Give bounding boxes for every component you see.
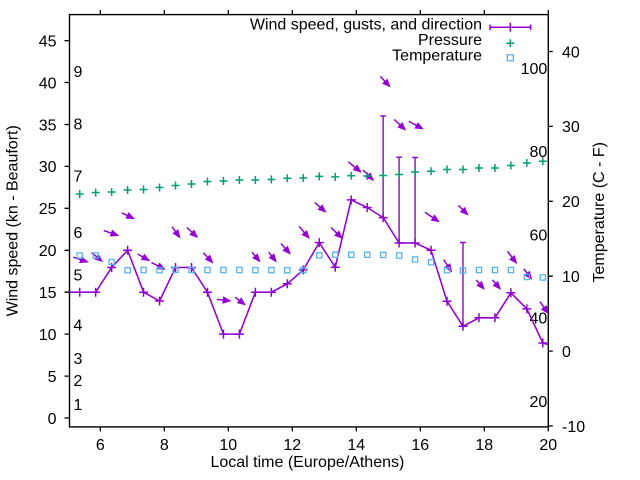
svg-text:7: 7 [74, 168, 83, 185]
svg-text:30: 30 [562, 119, 580, 136]
svg-text:10: 10 [562, 269, 580, 286]
svg-text:Local time (Europe/Athens): Local time (Europe/Athens) [210, 454, 404, 471]
svg-text:80: 80 [530, 144, 548, 161]
svg-text:12: 12 [283, 437, 301, 454]
svg-text:8: 8 [160, 437, 169, 454]
svg-text:Pressure: Pressure [418, 32, 482, 49]
svg-text:20: 20 [562, 194, 580, 211]
svg-text:10: 10 [219, 437, 237, 454]
svg-text:20: 20 [539, 437, 557, 454]
svg-text:15: 15 [39, 285, 57, 302]
svg-text:6: 6 [96, 437, 105, 454]
svg-text:Wind speed, gusts, and directi: Wind speed, gusts, and direction [250, 16, 482, 33]
svg-text:2: 2 [74, 373, 83, 390]
svg-text:5: 5 [74, 267, 83, 284]
svg-text:10: 10 [39, 327, 57, 344]
svg-text:9: 9 [74, 64, 83, 81]
svg-text:35: 35 [39, 117, 57, 134]
svg-text:1: 1 [74, 397, 83, 414]
svg-text:20: 20 [39, 243, 57, 260]
svg-text:16: 16 [411, 437, 429, 454]
svg-text:30: 30 [39, 159, 57, 176]
svg-text:0: 0 [562, 344, 571, 361]
svg-text:6: 6 [74, 225, 83, 242]
svg-text:Wind speed (kn - Beaufort): Wind speed (kn - Beaufort) [5, 125, 22, 316]
svg-text:Temperature (C - F): Temperature (C - F) [591, 142, 608, 282]
svg-text:45: 45 [39, 33, 57, 50]
svg-text:Temperature: Temperature [392, 47, 482, 64]
svg-text:-10: -10 [562, 419, 585, 436]
svg-text:100: 100 [521, 61, 548, 78]
svg-text:3: 3 [74, 351, 83, 368]
svg-text:8: 8 [74, 117, 83, 134]
svg-text:18: 18 [475, 437, 493, 454]
svg-text:0: 0 [48, 411, 57, 428]
svg-text:5: 5 [48, 369, 57, 386]
svg-text:60: 60 [530, 227, 548, 244]
svg-text:40: 40 [39, 75, 57, 92]
svg-text:25: 25 [39, 201, 57, 218]
svg-text:4: 4 [74, 317, 83, 334]
svg-text:20: 20 [530, 394, 548, 411]
svg-text:40: 40 [562, 44, 580, 61]
svg-text:14: 14 [347, 437, 365, 454]
